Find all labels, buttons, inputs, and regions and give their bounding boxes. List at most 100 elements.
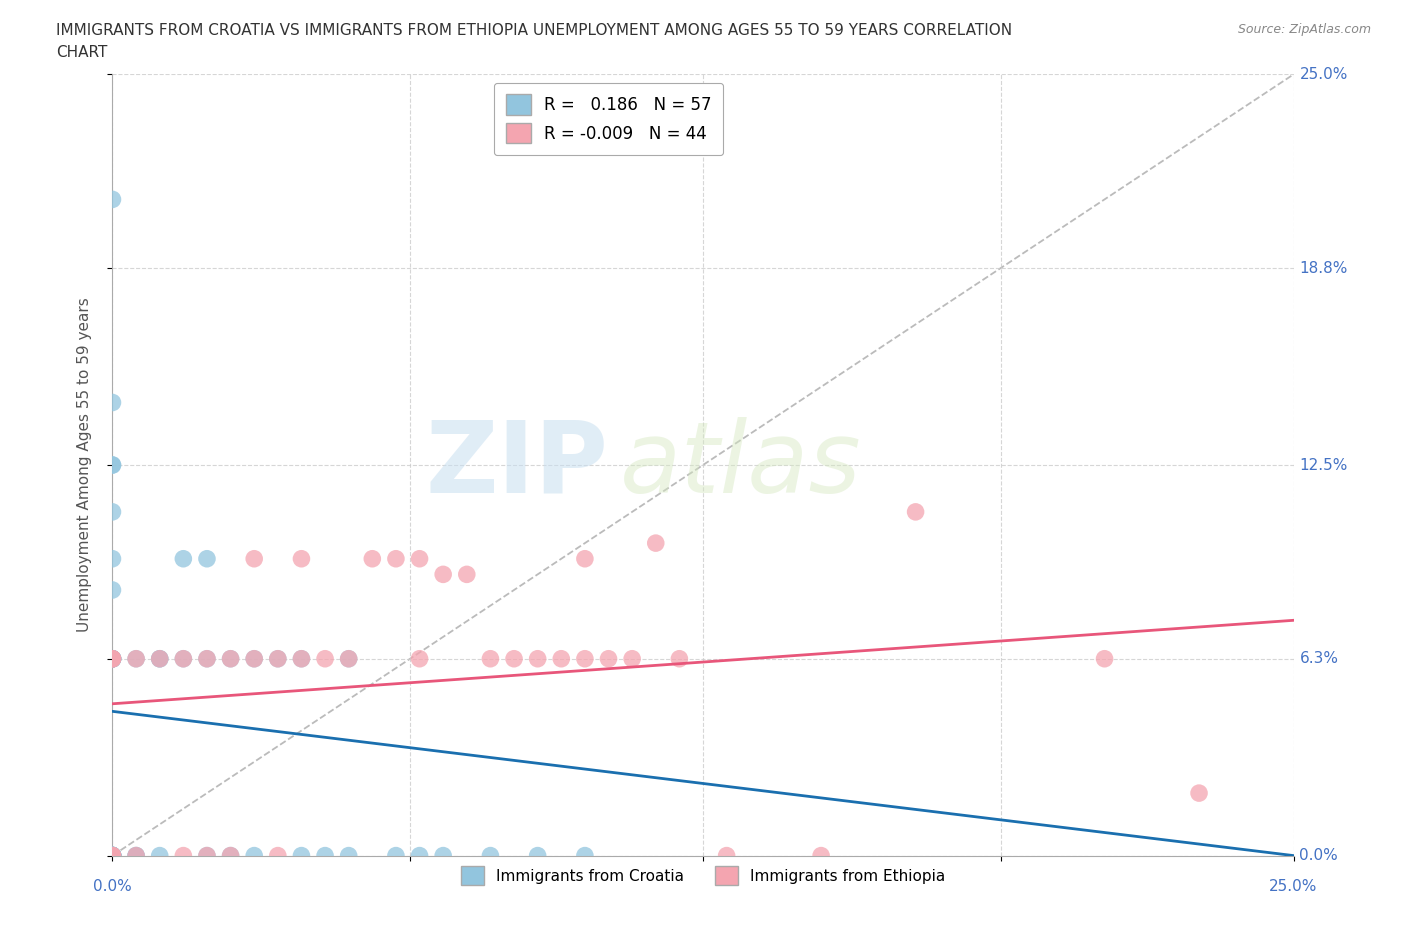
Text: atlas: atlas <box>620 417 862 513</box>
Point <box>149 651 172 666</box>
Point <box>267 651 290 666</box>
Text: 6.3%: 6.3% <box>1299 651 1339 666</box>
Point <box>195 551 218 566</box>
Point <box>243 651 266 666</box>
Text: 12.5%: 12.5% <box>1299 458 1348 472</box>
Point <box>290 651 312 666</box>
Point <box>668 651 690 666</box>
Point <box>290 651 312 666</box>
Point <box>101 848 124 863</box>
Point <box>101 848 124 863</box>
Point <box>219 848 242 863</box>
Point <box>101 848 124 863</box>
Point <box>101 551 124 566</box>
Point <box>219 848 242 863</box>
Point <box>337 651 360 666</box>
Point <box>101 651 124 666</box>
Point <box>716 848 738 863</box>
Point <box>267 848 290 863</box>
Point <box>101 504 124 519</box>
Point <box>267 651 290 666</box>
Point <box>125 848 148 863</box>
Point <box>195 651 218 666</box>
Point <box>408 651 430 666</box>
Point <box>101 848 124 863</box>
Text: 0.0%: 0.0% <box>93 879 132 894</box>
Point <box>574 651 596 666</box>
Point <box>598 651 620 666</box>
Point <box>1188 786 1211 801</box>
Point <box>101 651 124 666</box>
Point <box>195 848 218 863</box>
Point <box>904 504 927 519</box>
Point <box>101 848 124 863</box>
Point <box>408 551 430 566</box>
Point <box>101 651 124 666</box>
Text: CHART: CHART <box>56 45 108 60</box>
Point <box>101 848 124 863</box>
Point <box>149 848 172 863</box>
Point <box>479 651 502 666</box>
Point <box>101 848 124 863</box>
Text: 0.0%: 0.0% <box>1299 848 1339 863</box>
Point <box>101 848 124 863</box>
Legend: Immigrants from Croatia, Immigrants from Ethiopia: Immigrants from Croatia, Immigrants from… <box>456 860 950 891</box>
Point <box>101 848 124 863</box>
Point <box>101 582 124 597</box>
Point <box>101 848 124 863</box>
Point <box>219 651 242 666</box>
Point <box>243 651 266 666</box>
Point <box>101 651 124 666</box>
Y-axis label: Unemployment Among Ages 55 to 59 years: Unemployment Among Ages 55 to 59 years <box>77 298 91 632</box>
Point <box>101 395 124 410</box>
Point <box>125 848 148 863</box>
Point <box>101 651 124 666</box>
Point <box>503 651 526 666</box>
Point <box>219 651 242 666</box>
Point <box>361 551 384 566</box>
Point <box>101 848 124 863</box>
Point <box>172 551 194 566</box>
Point <box>125 848 148 863</box>
Point <box>644 536 666 551</box>
Point <box>621 651 644 666</box>
Point <box>101 848 124 863</box>
Point <box>101 848 124 863</box>
Point <box>243 551 266 566</box>
Point <box>101 651 124 666</box>
Point <box>101 458 124 472</box>
Point <box>408 848 430 863</box>
Point <box>149 651 172 666</box>
Point <box>172 651 194 666</box>
Point <box>172 651 194 666</box>
Point <box>432 848 454 863</box>
Point <box>101 651 124 666</box>
Point <box>314 651 336 666</box>
Point <box>574 551 596 566</box>
Point <box>385 848 408 863</box>
Point <box>456 567 478 582</box>
Point <box>290 848 312 863</box>
Point <box>101 848 124 863</box>
Point <box>101 848 124 863</box>
Point <box>314 848 336 863</box>
Point <box>101 192 124 206</box>
Point <box>195 651 218 666</box>
Point <box>125 651 148 666</box>
Text: 25.0%: 25.0% <box>1270 879 1317 894</box>
Point <box>243 848 266 863</box>
Point <box>101 848 124 863</box>
Point <box>385 551 408 566</box>
Point <box>526 848 548 863</box>
Point <box>101 651 124 666</box>
Point <box>125 651 148 666</box>
Text: 25.0%: 25.0% <box>1299 67 1348 82</box>
Text: IMMIGRANTS FROM CROATIA VS IMMIGRANTS FROM ETHIOPIA UNEMPLOYMENT AMONG AGES 55 T: IMMIGRANTS FROM CROATIA VS IMMIGRANTS FR… <box>56 23 1012 38</box>
Point <box>574 848 596 863</box>
Point <box>149 651 172 666</box>
Point <box>101 651 124 666</box>
Text: Source: ZipAtlas.com: Source: ZipAtlas.com <box>1237 23 1371 36</box>
Point <box>810 848 832 863</box>
Point <box>1094 651 1116 666</box>
Point <box>172 848 194 863</box>
